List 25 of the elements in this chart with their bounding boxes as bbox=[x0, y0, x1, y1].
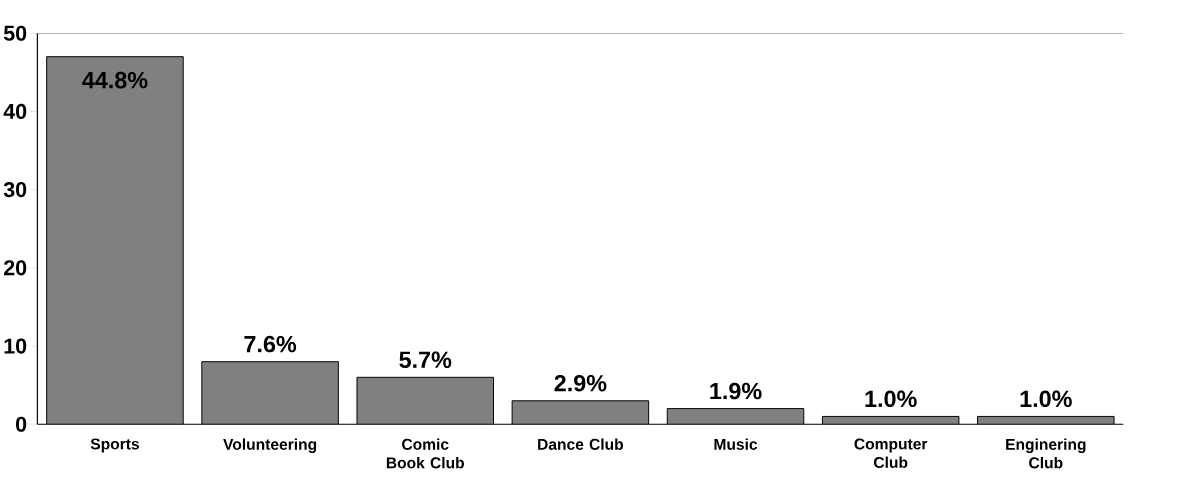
annotation: 1.9% bbox=[710, 382, 762, 400]
bar bbox=[201, 361, 339, 425]
y-tick-label: 20 bbox=[4, 260, 27, 276]
bar bbox=[46, 56, 184, 425]
annotation: 7.6% bbox=[244, 335, 297, 353]
annotation: 2.9% bbox=[554, 374, 607, 392]
annotation: 1.0% bbox=[1020, 390, 1072, 408]
x-tick-label: Enginering Club bbox=[1006, 438, 1086, 469]
x-tick-label: Computer Club bbox=[854, 438, 928, 468]
annotation: 44.8% bbox=[82, 71, 148, 89]
x-tick-label: Volunteering bbox=[223, 438, 317, 454]
annotation: 5.7% bbox=[399, 351, 452, 369]
y-tick-label: 30 bbox=[3, 182, 27, 198]
x-tick-label: Music bbox=[714, 438, 758, 450]
x-tick-label: Dance Club bbox=[538, 438, 624, 450]
y-tick-label: 10 bbox=[4, 338, 27, 354]
bar bbox=[667, 408, 804, 425]
bar bbox=[512, 400, 649, 425]
y-tick-label: 40 bbox=[3, 103, 27, 120]
bar bbox=[356, 377, 494, 425]
y-tick-label: 0 bbox=[16, 416, 27, 432]
y-tick-label: 50 bbox=[3, 25, 27, 41]
x-tick-label: Sports bbox=[90, 438, 139, 453]
x-tick-label: Comic Book Club bbox=[386, 438, 464, 469]
annotation: 1.0% bbox=[865, 390, 917, 408]
